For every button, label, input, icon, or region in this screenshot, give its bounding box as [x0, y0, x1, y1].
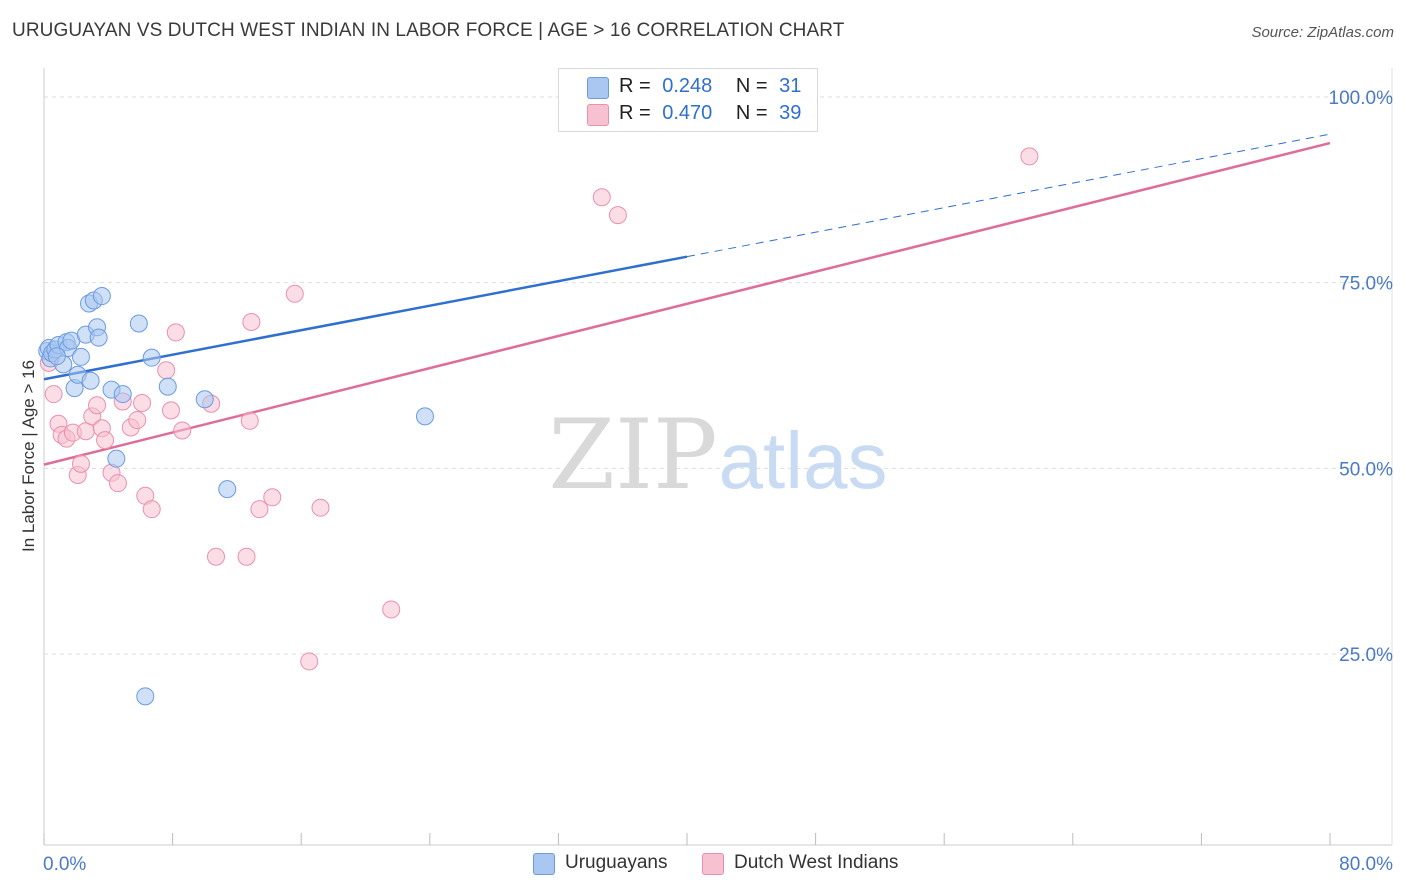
legend-n-label: N = [735, 75, 768, 97]
point-dutch-west-indian [242, 313, 261, 332]
point-uruguayan [218, 480, 237, 499]
legend-r-label: R = [619, 102, 651, 124]
point-dutch-west-indian [1020, 147, 1039, 166]
point-dutch-west-indian [237, 547, 256, 566]
point-dutch-west-indian [311, 498, 330, 517]
legend-swatch-blue [587, 77, 609, 99]
y-tick-label: 75.0% [1339, 274, 1393, 295]
point-dutch-west-indian [142, 500, 161, 519]
point-uruguayan [158, 377, 177, 396]
x-tick-label: 0.0% [43, 854, 86, 875]
point-dutch-west-indian [166, 323, 185, 342]
trend-line-dutch-west-indians [43, 141, 1331, 466]
point-dutch-west-indian [173, 421, 192, 440]
point-dutch-west-indian [382, 600, 401, 619]
point-uruguayan [415, 407, 434, 426]
point-dutch-west-indian [592, 188, 611, 207]
point-dutch-west-indian [161, 401, 180, 420]
trend-line-extension [686, 133, 1331, 258]
y-tick-label: 25.0% [1339, 645, 1393, 666]
correlation-legend: R = 0.248 N = 31 R = 0.470 N = 39 [558, 68, 818, 132]
point-dutch-west-indian [88, 396, 107, 415]
data-points [38, 147, 1039, 706]
legend-n-value: 31 [779, 75, 802, 97]
watermark: ZIP atlas [548, 399, 887, 511]
point-dutch-west-indian [300, 652, 319, 671]
source-label: Source: ZipAtlas.com [1251, 24, 1394, 41]
legend-r-label: R = [619, 75, 651, 97]
point-uruguayan [129, 314, 148, 333]
point-dutch-west-indian [608, 206, 627, 225]
point-dutch-west-indian [128, 411, 147, 430]
point-uruguayan [113, 385, 132, 404]
point-dutch-west-indian [157, 361, 176, 380]
point-dutch-west-indian [96, 431, 115, 450]
axes [43, 68, 1393, 846]
legend-n-label: N = [735, 102, 768, 124]
point-uruguayan [142, 348, 161, 367]
bottom-legend-swatch-blue [533, 853, 555, 875]
point-dutch-west-indian [44, 385, 63, 404]
legend-n-value: 39 [779, 102, 802, 124]
bottom-legend-swatch-pink [702, 853, 724, 875]
point-dutch-west-indian [133, 393, 152, 412]
watermark-zip: ZIP [548, 399, 717, 511]
point-uruguayan [89, 328, 108, 347]
point-uruguayan [81, 371, 100, 390]
legend-swatch-pink [587, 104, 609, 126]
y-axis-label: In Labor Force | Age > 16 [19, 360, 38, 552]
point-uruguayan [107, 449, 126, 468]
point-dutch-west-indian [207, 547, 226, 566]
point-dutch-west-indian [240, 411, 259, 430]
legend-r-value: 0.248 [662, 75, 713, 97]
bottom-legend-label: Dutch West Indians [734, 852, 899, 873]
point-uruguayan [92, 287, 111, 306]
watermark-atlas: atlas [719, 416, 888, 505]
point-uruguayan [195, 390, 214, 409]
point-dutch-west-indian [250, 500, 269, 519]
y-tick-label: 100.0% [1329, 88, 1394, 109]
point-uruguayan [136, 687, 155, 706]
chart-title: URUGUAYAN VS DUTCH WEST INDIAN IN LABOR … [12, 20, 845, 41]
point-dutch-west-indian [263, 488, 282, 507]
gridlines [44, 96, 1392, 655]
x-tick-label: 80.0% [1339, 854, 1393, 875]
point-uruguayan [47, 347, 66, 366]
point-dutch-west-indian [108, 474, 127, 493]
point-uruguayan [71, 347, 90, 366]
tick-labels: 25.0% 50.0% 75.0% 100.0% 0.0% 80.0% [43, 88, 1393, 875]
legend-r-value: 0.470 [662, 102, 713, 124]
bottom-legend-label: Uruguayans [565, 852, 668, 873]
point-dutch-west-indian [285, 284, 304, 303]
y-tick-label: 50.0% [1339, 459, 1393, 480]
point-dutch-west-indian [71, 454, 90, 473]
